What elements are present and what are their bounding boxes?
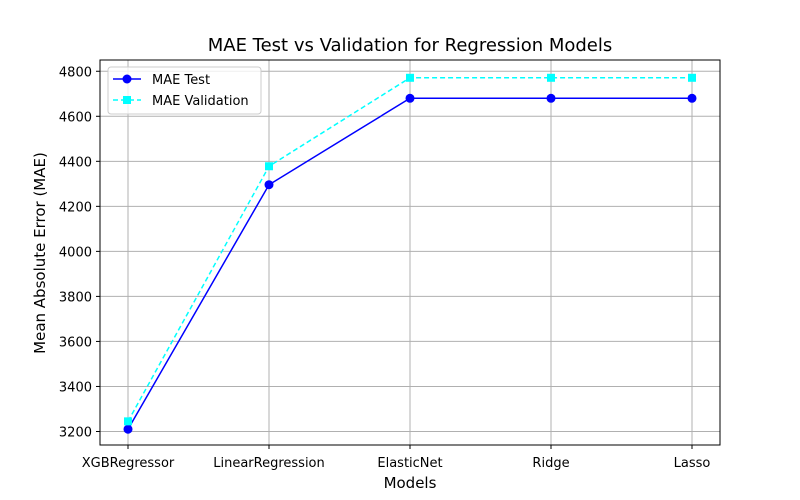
y-tick-label: 4200 bbox=[59, 200, 92, 215]
chart-title: MAE Test vs Validation for Regression Mo… bbox=[208, 35, 613, 56]
y-tick-label: 3800 bbox=[59, 290, 92, 305]
legend-box bbox=[107, 66, 262, 115]
x-axis-label: Models bbox=[384, 474, 437, 492]
legend-marker-mae-validation bbox=[123, 96, 131, 104]
point-mae-validation-lasso bbox=[688, 73, 696, 82]
y-axis-label: Mean Absolute Error (MAE) bbox=[31, 152, 49, 354]
y-tick-label: 3600 bbox=[59, 335, 92, 350]
legend: MAE Test MAE Validation bbox=[107, 66, 262, 115]
y-tick-label: 4000 bbox=[59, 245, 92, 260]
point-mae-test-linearregression bbox=[264, 180, 274, 190]
x-tick-label-ridge: Ridge bbox=[532, 456, 569, 471]
y-tick-label: 4800 bbox=[59, 65, 92, 80]
legend-label-mae-validation: MAE Validation bbox=[152, 94, 249, 109]
axis-ticks: 3200 3400 3600 3800 4000 4200 4400 4600 4800 XGBR… bbox=[59, 65, 710, 471]
point-mae-test-ridge bbox=[546, 93, 556, 103]
point-mae-test-xgbregressor bbox=[123, 424, 133, 434]
series-markers bbox=[123, 73, 697, 434]
point-mae-validation-ridge bbox=[547, 73, 555, 82]
point-mae-validation-xgbregressor bbox=[124, 417, 132, 426]
legend-label-mae-test: MAE Test bbox=[152, 73, 210, 88]
plot-frame bbox=[99, 59, 721, 446]
x-tick-label-elasticnet: ElasticNet bbox=[377, 456, 442, 471]
point-mae-validation-elasticnet bbox=[406, 73, 414, 82]
grid bbox=[100, 60, 720, 445]
legend-marker-mae-test bbox=[122, 74, 132, 84]
point-mae-test-elasticnet bbox=[405, 93, 415, 103]
x-tick-label-linearregression: LinearRegression bbox=[213, 456, 325, 471]
y-tick-label: 3400 bbox=[59, 380, 92, 395]
y-tick-label: 4400 bbox=[59, 155, 92, 170]
y-tick-label: 3200 bbox=[59, 425, 92, 440]
point-mae-test-lasso bbox=[687, 93, 697, 103]
x-tick-label-lasso: Lasso bbox=[674, 456, 711, 471]
y-tick-label: 4600 bbox=[59, 110, 92, 125]
x-tick-label-xgbregressor: XGBRegressor bbox=[82, 456, 175, 471]
point-mae-validation-linearregression bbox=[265, 162, 273, 171]
